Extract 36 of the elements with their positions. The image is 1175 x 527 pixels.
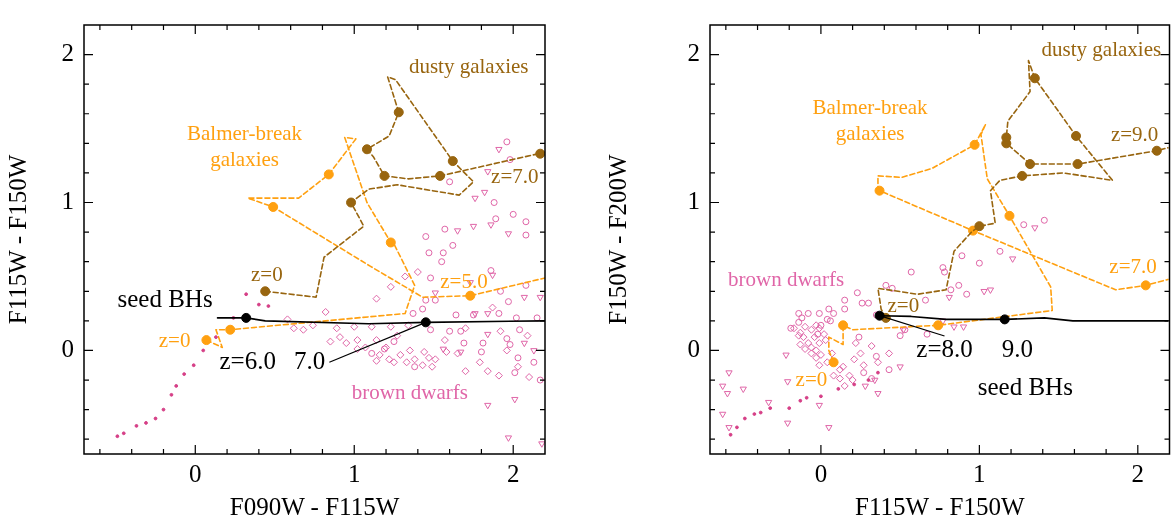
x-tick-label: 1	[973, 459, 986, 487]
y-tick-label: 2	[61, 39, 74, 67]
annotation: z=9.0	[1110, 122, 1159, 147]
annotation: z=8.0	[916, 335, 973, 363]
y-tick-label: 1	[687, 187, 700, 215]
annotation: 9.0	[1001, 335, 1034, 363]
annotation: z=0	[158, 328, 191, 353]
y-axis-title: F150W - F200W	[603, 153, 631, 325]
x-tick-label: 0	[189, 459, 202, 487]
y-tick-label: 2	[687, 39, 700, 67]
annotation: z=7.0	[1109, 254, 1157, 279]
x-tick-label: 0	[814, 459, 828, 487]
annotation: z=0	[795, 366, 828, 391]
annotation: seed BHs	[977, 373, 1073, 401]
x-tick-label: 2	[1131, 459, 1145, 487]
annotation: Balmer-break galaxies	[187, 121, 303, 172]
x-axis-title: F115W - F150W	[855, 492, 1025, 520]
annotation: 7.0	[294, 346, 326, 374]
y-tick-label: 1	[61, 187, 74, 215]
annotation: z=0	[250, 261, 283, 286]
annotation: z=7.0	[491, 163, 539, 188]
annotation: z=6.0	[219, 346, 276, 374]
annotation: seed BHs	[117, 284, 213, 312]
annotation: z=5.0	[440, 268, 488, 293]
x-axis-title: F090W - F115W	[229, 492, 400, 520]
annotation: brown dwarfs	[728, 267, 845, 292]
y-tick-label: 0	[61, 335, 74, 363]
y-tick-label: 0	[687, 335, 700, 363]
x-tick-label: 2	[506, 459, 520, 487]
annotation: z=0	[887, 292, 920, 317]
annotation: dusty galaxies	[1041, 36, 1162, 61]
annotation: dusty galaxies	[408, 54, 529, 79]
x-tick-label: 1	[347, 459, 361, 487]
annotation: Balmer-break galaxies	[812, 94, 929, 145]
y-axis-title: F115W - F150W	[3, 154, 31, 325]
annotation: brown dwarfs	[351, 379, 468, 404]
